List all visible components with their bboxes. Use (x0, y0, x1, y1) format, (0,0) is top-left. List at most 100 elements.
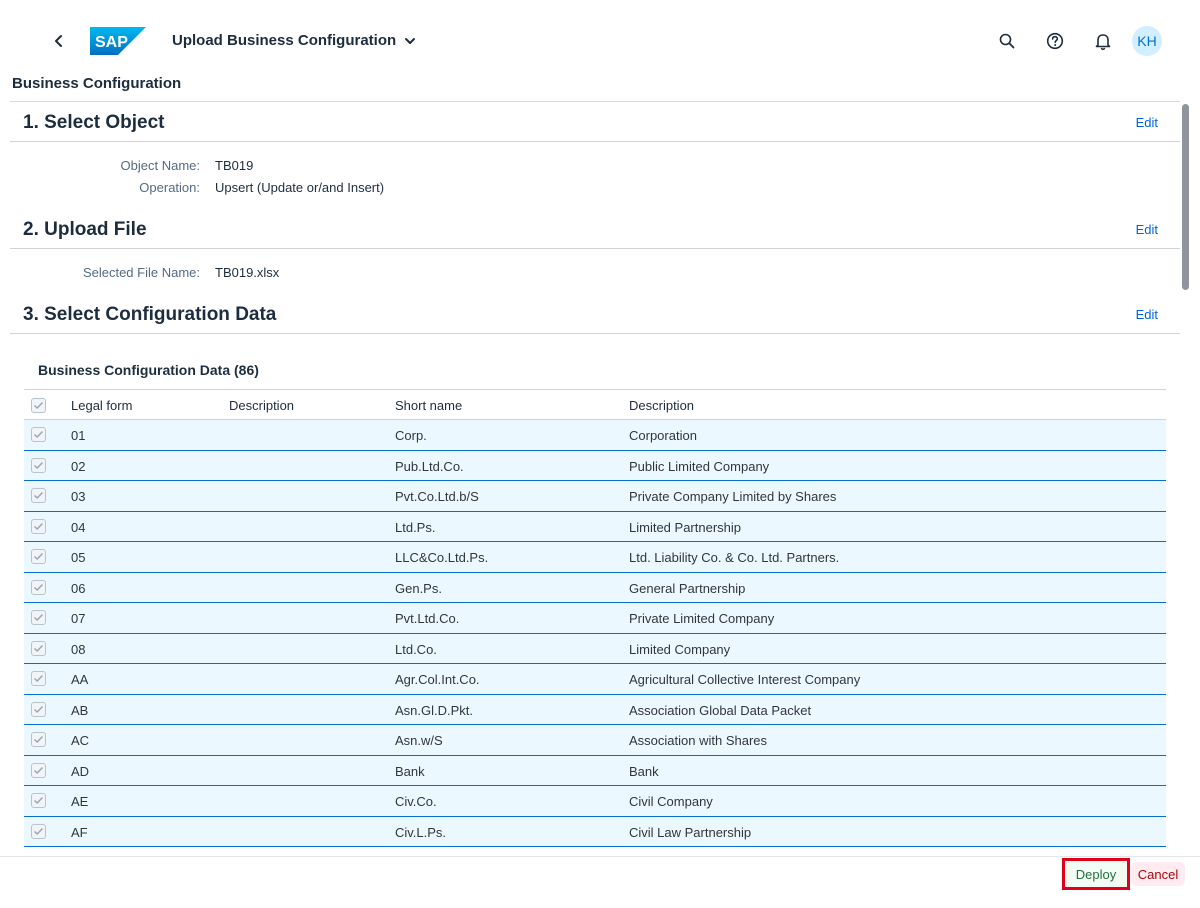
help-button[interactable] (1040, 26, 1070, 56)
cell-long-description: Private Company Limited by Shares (629, 489, 837, 504)
header-divider (10, 101, 1180, 102)
row-checkbox[interactable] (31, 457, 46, 473)
table-row[interactable]: AA Agr.Col.Int.Co. Agricultural Collective… (24, 664, 1166, 695)
row-checkbox[interactable] (31, 518, 46, 534)
column-header-short-name[interactable]: Short name (395, 398, 463, 413)
cell-legal-form: AA (71, 672, 89, 687)
cell-long-description: Association Global Data Packet (629, 702, 812, 718)
cell-short-name: Ltd.Co. (395, 641, 437, 657)
row-checkbox[interactable] (31, 427, 46, 442)
cell-legal-form: 08 (71, 641, 86, 657)
object-name-label: Object Name: (120, 158, 200, 173)
checkbox-checked-icon (31, 610, 46, 625)
cell-legal-form: 04 (71, 519, 86, 535)
table-row[interactable]: 02 Pub.Ltd.Co. Public Limited Company (24, 450, 1166, 481)
cell-short-name: Pvt.Co.Ltd.b/S (395, 489, 479, 504)
step-1-edit-link[interactable]: Edit (1135, 115, 1158, 130)
cell-long-description: Public Limited Company (629, 458, 770, 474)
cell-short-name: Agr.Col.Int.Co. (395, 672, 480, 687)
cell-legal-form: 01 (71, 428, 86, 443)
chevron-left-icon (55, 35, 62, 47)
file-name-row: Selected File Name: TB019.xlsx (10, 265, 610, 285)
notifications-button[interactable] (1088, 26, 1118, 56)
checkbox-checked-icon (31, 488, 46, 503)
cell-long-description: Civil Company (629, 794, 713, 809)
table-row[interactable]: AE Civ.Co. Civil Company (24, 786, 1166, 817)
file-name-label: Selected File Name: (82, 265, 200, 280)
checkbox-checked-icon (31, 793, 46, 808)
step-3-edit-link[interactable]: Edit (1135, 307, 1158, 322)
step-1-header: 1. Select Object Edit (10, 102, 1180, 142)
select-all-checkbox[interactable] (31, 398, 46, 413)
deploy-button-label: Deploy (1071, 863, 1121, 885)
column-header-legal-form[interactable]: Legal form (71, 398, 133, 413)
app-title-menu[interactable]: Upload Business Configuration (172, 32, 416, 49)
user-avatar[interactable]: KH (1132, 26, 1162, 56)
deploy-button[interactable]: Deploy (1062, 858, 1130, 890)
row-checkbox[interactable] (31, 610, 46, 625)
step-1-title: 1. Select Object (23, 112, 165, 133)
cell-long-description: Association with Shares (629, 733, 768, 748)
checkbox-checked-icon (31, 549, 46, 564)
cell-long-description: Civil Law Partnership (629, 824, 752, 840)
cell-short-name: Pub.Ltd.Co. (395, 458, 464, 474)
cell-short-name: Asn.Gl.D.Pkt. (395, 702, 474, 718)
shell-bar: SAP Upload Business Configuration (0, 0, 1200, 76)
config-data-table: Legal form Description Short name Descri… (24, 389, 1166, 847)
cell-short-name: Bank (395, 763, 425, 779)
row-checkbox[interactable] (31, 579, 46, 595)
cancel-button[interactable]: Cancel (1131, 862, 1185, 886)
scrollbar-thumb[interactable] (1182, 104, 1189, 290)
svg-text:SAP: SAP (95, 34, 128, 51)
back-button[interactable] (46, 28, 72, 54)
row-checkbox[interactable] (31, 762, 46, 778)
cell-short-name: LLC&Co.Ltd.Ps. (395, 550, 489, 565)
table-row[interactable]: AB Asn.Gl.D.Pkt. Association Global Data P… (24, 694, 1166, 725)
cell-short-name: Civ.L.Ps. (395, 824, 447, 840)
row-checkbox[interactable] (31, 732, 46, 747)
search-button[interactable] (992, 26, 1022, 56)
table-row[interactable]: 08 Ltd.Co. Limited Company (24, 633, 1166, 664)
row-checkbox[interactable] (31, 488, 46, 503)
row-checkbox[interactable] (31, 793, 46, 808)
table-row[interactable]: AC Asn.w/S Association with Shares (24, 725, 1166, 756)
cell-short-name: Ltd.Ps. (395, 519, 436, 535)
step-2-edit-link[interactable]: Edit (1135, 222, 1158, 237)
chevron-down-icon (405, 37, 416, 44)
table-row[interactable]: AF Civ.L.Ps. Civil Law Partnership (24, 816, 1166, 847)
table-row[interactable]: 01 Corp. Corporation (24, 420, 1166, 451)
checkbox-checked-icon (31, 762, 46, 778)
operation-value: Upsert (Update or/and Insert) (215, 180, 385, 195)
step-3-header: 3. Select Configuration Data Edit (10, 294, 1180, 334)
checkbox-checked-icon (31, 457, 46, 473)
cell-legal-form: 07 (71, 611, 86, 626)
wizard-content: 1. Select Object Edit Object Name: TB019… (10, 102, 1180, 856)
cell-long-description: Limited Partnership (629, 519, 741, 535)
table-row[interactable]: 07 Pvt.Ltd.Co. Private Limited Company (24, 603, 1166, 634)
cell-long-description: Limited Company (629, 641, 731, 657)
table-row[interactable]: 03 Pvt.Co.Ltd.b/S Private Company Limited … (24, 481, 1166, 512)
checkbox-checked-icon (31, 518, 46, 534)
cell-legal-form: AB (71, 702, 89, 718)
row-checkbox[interactable] (31, 640, 46, 656)
row-checkbox[interactable] (31, 701, 46, 717)
cell-short-name: Pvt.Ltd.Co. (395, 611, 460, 626)
sap-logo[interactable]: SAP (90, 27, 146, 55)
row-checkbox[interactable] (31, 549, 46, 564)
cell-long-description: Corporation (629, 428, 697, 443)
row-checkbox[interactable] (31, 823, 46, 839)
table-row[interactable]: 05 LLC&Co.Ltd.Ps. Ltd. Liability Co. & Co.… (24, 542, 1166, 573)
column-header-description[interactable]: Description (229, 398, 295, 413)
column-header-long-description[interactable]: Description (629, 398, 695, 413)
table-row[interactable]: 04 Ltd.Ps. Limited Partnership (24, 511, 1166, 542)
table-row[interactable]: AD Bank Bank (24, 755, 1166, 786)
row-checkbox[interactable] (31, 671, 46, 686)
cell-legal-form: AD (71, 763, 90, 779)
checkbox-checked-icon (31, 732, 46, 747)
help-icon (1046, 32, 1064, 50)
table-row[interactable]: 06 Gen.Ps. General Partnership (24, 572, 1166, 603)
checkbox-checked-icon (31, 671, 46, 686)
table-body: 01 Corp. Corporation 02 Pub.Ltd.Co. Public Li… (24, 420, 1166, 847)
page-title: Business Configuration (12, 75, 182, 92)
app-title: Upload Business Configuration (172, 32, 397, 49)
